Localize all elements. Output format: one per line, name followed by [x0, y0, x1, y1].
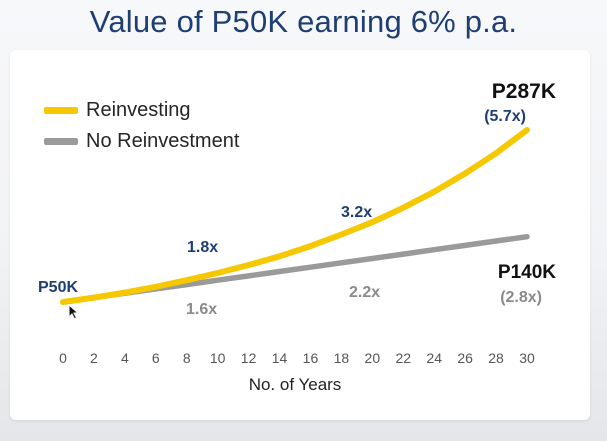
no-reinvest-end-value: P140K: [498, 262, 556, 283]
x-tick-label: 16: [303, 350, 319, 366]
x-tick-label: 26: [457, 350, 473, 366]
reinvest-multiple-label: 1.8x: [187, 239, 218, 256]
x-tick-label: 8: [183, 350, 191, 366]
x-axis-title: No. of Years: [249, 375, 342, 394]
x-tick-label: 18: [334, 350, 350, 366]
chart-title: Value of P50K earning 6% p.a.: [89, 4, 518, 39]
legend-label-no-reinvestment: No Reinvestment: [86, 129, 240, 152]
no-reinvest-multiple-label: 2.2x: [349, 284, 380, 301]
x-tick-label: 0: [59, 350, 67, 366]
reinvest-end-value: P287K: [492, 80, 556, 103]
x-tick-label: 20: [365, 350, 381, 366]
legend-item-no-reinvestment: No Reinvestment: [44, 129, 239, 153]
x-tick-label: 10: [210, 350, 226, 366]
legend-swatch-reinvesting: [44, 106, 78, 114]
legend-item-reinvesting: Reinvesting: [44, 98, 191, 122]
x-tick-label: 28: [488, 350, 504, 366]
x-tick-label: 6: [152, 350, 160, 366]
legend-swatch-no-reinvestment: [44, 137, 78, 145]
start-value-label: P50K: [38, 279, 78, 296]
no-reinvest-end-multiple: (2.8x): [500, 289, 542, 306]
x-tick-label: 22: [395, 350, 411, 366]
x-tick-label: 2: [90, 350, 98, 366]
x-tick-label: 14: [272, 350, 288, 366]
mouse-pointer-icon: [68, 304, 80, 320]
no-reinvest-multiple-label: 1.6x: [186, 301, 217, 318]
chart-area: [10, 50, 590, 420]
x-tick-label: 12: [241, 350, 257, 366]
x-tick-label: 24: [426, 350, 442, 366]
series-line-reinvesting: [60, 127, 530, 305]
legend-label-reinvesting: Reinvesting: [86, 98, 191, 121]
x-tick-label: 30: [519, 350, 535, 366]
x-tick-label: 4: [121, 350, 129, 366]
reinvest-multiple-label: 3.2x: [341, 204, 372, 221]
reinvest-end-multiple: (5.7x): [484, 108, 526, 125]
